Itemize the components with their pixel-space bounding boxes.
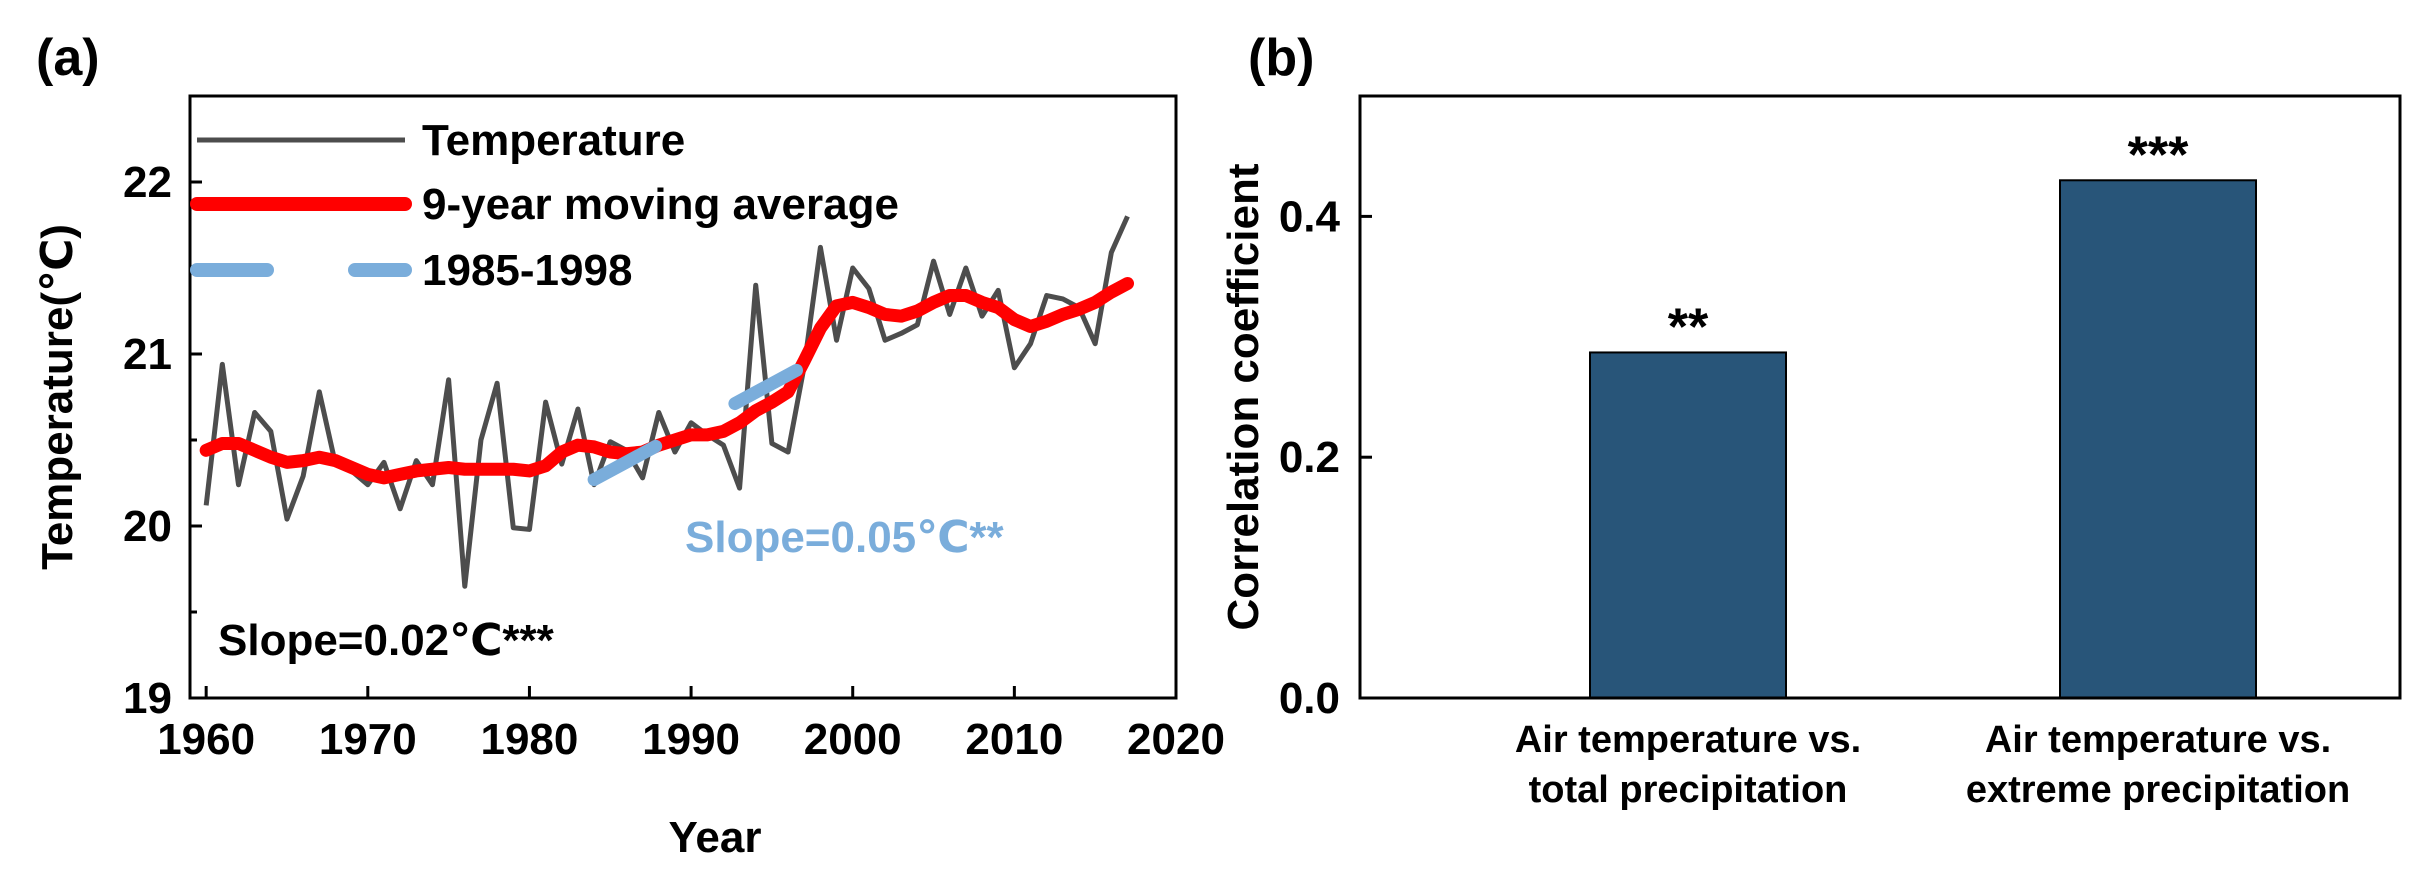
panel-b-label: (b) [1248, 29, 1314, 87]
legend-label-temperature: Temperature [422, 116, 685, 165]
panel-b-bar-chart: (b) 0.0 0.2 0.4 ** Air temperature vs. total… [1219, 29, 2402, 811]
panel-a-xtick-label: 1970 [319, 715, 417, 764]
bar-significance-label: ** [1668, 298, 1709, 356]
bar-extreme-precipitation [2059, 179, 2257, 699]
series-trend-1985-1998 [587, 350, 827, 487]
panel-b-plot-frame [1358, 94, 2402, 700]
panel-a-legend: Temperature 9-year moving average 1985-1… [190, 116, 899, 295]
bar-significance-label: *** [2128, 126, 2189, 184]
panel-a-series [199, 215, 1135, 589]
panel-b-ticks: 0.0 0.2 0.4 [1279, 192, 1372, 723]
bar-category-label: Air temperature vs. [1515, 719, 1861, 761]
legend-label-1985-1998: 1985-1998 [422, 246, 632, 295]
panel-a-ticks: 1960 1970 1980 1990 2000 2010 2020 19 20 21 22 [123, 158, 1225, 764]
panel-a-ylabel: Temperature(℃) [33, 224, 82, 570]
bar-category-label: extreme precipitation [1966, 769, 2350, 811]
panel-a-label: (a) [36, 29, 100, 87]
bar-category-label: total precipitation [1529, 769, 1848, 811]
panel-b-bars: ** Air temperature vs. total precipitation… [1515, 126, 2350, 811]
panel-a-line-chart: (a) 1960 1970 1980 1990 2000 2010 2020 19 20 21 22… [33, 29, 1225, 862]
panel-a-xtick-label: 2010 [965, 715, 1063, 764]
panel-a-ytick-label: 19 [123, 674, 172, 723]
bar-category-label: Air temperature vs. [1985, 719, 2331, 761]
panel-a-xtick-label: 2000 [804, 715, 902, 764]
panel-a-ytick-label: 21 [123, 330, 172, 379]
panel-a-xlabel: Year [669, 813, 762, 862]
series-moving-average [199, 276, 1135, 485]
panel-a-xtick-label: 1960 [157, 715, 255, 764]
panel-a-ytick-label: 22 [123, 158, 172, 207]
panel-b-ytick-label: 0.2 [1279, 433, 1340, 482]
bar-total-precipitation [1589, 351, 1787, 699]
legend-label-moving-average: 9-year moving average [422, 180, 899, 229]
panel-a-xtick-label: 1980 [480, 715, 578, 764]
panel-a-plot-frame [188, 94, 1178, 700]
panel-b-ytick-label: 0.0 [1279, 674, 1340, 723]
panel-b-ylabel: Correlation coefficient [1219, 163, 1268, 630]
panel-a-xtick-label: 1990 [642, 715, 740, 764]
panel-a-ytick-label: 20 [123, 502, 172, 551]
slope-annotation-1985-1998: Slope=0.05℃** [685, 513, 1005, 562]
slope-annotation-overall: Slope=0.02℃*** [218, 616, 555, 665]
panel-a-xtick-label: 2020 [1127, 715, 1225, 764]
panel-b-ytick-label: 0.4 [1279, 192, 1341, 241]
